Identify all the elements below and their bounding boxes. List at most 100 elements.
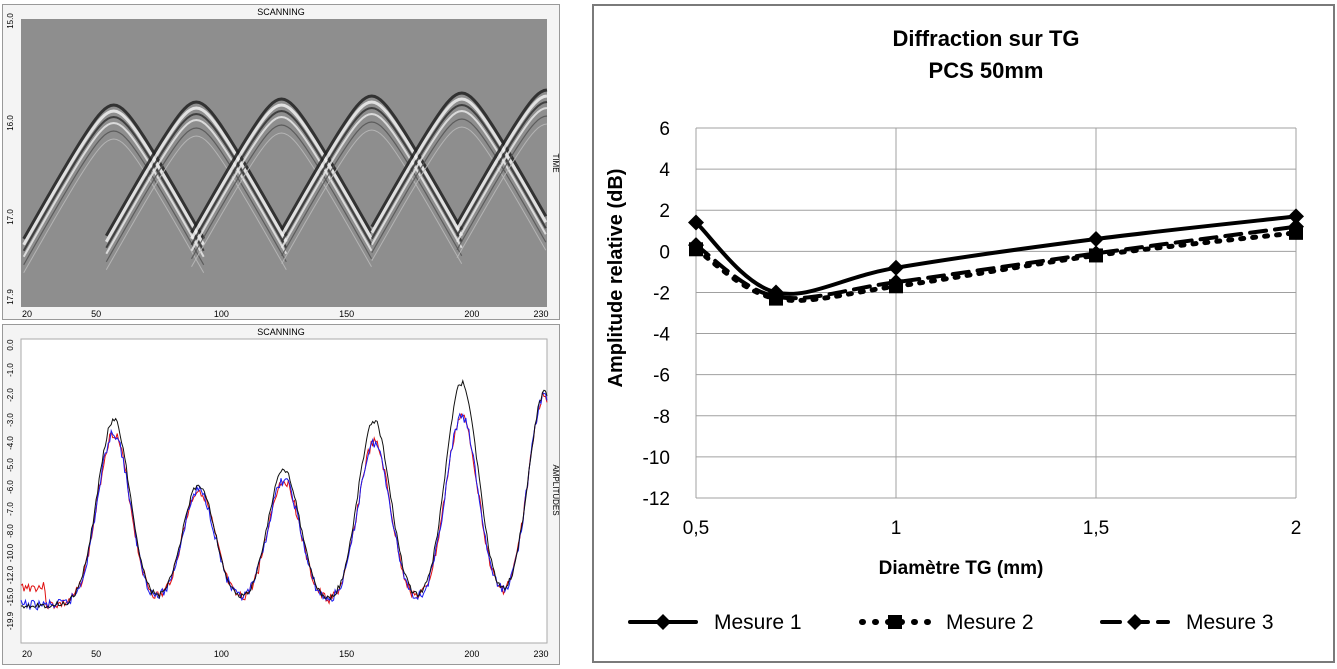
- bscan-hyperbola: [22, 103, 206, 240]
- bscan-hyperbola: [280, 112, 463, 249]
- series-line-3: [694, 224, 1298, 301]
- bscan-hyperbolas: [22, 88, 548, 274]
- amplitude-x-tick: 230: [533, 649, 548, 659]
- x-tick-label: 1,5: [1083, 518, 1109, 539]
- y-tick-label: -4: [653, 325, 670, 346]
- legend-label-1: Mesure 1: [714, 611, 802, 634]
- bscan-hyperbola: [104, 106, 288, 243]
- amplitude-x-tick: 20: [22, 649, 32, 659]
- bscan-hyperbola: [370, 103, 547, 240]
- bscan-hyperbola: [22, 115, 205, 252]
- amplitude-y-tick: -19.9: [6, 611, 15, 630]
- bscan-hyperbola: [105, 118, 288, 255]
- bscan-hyperbola: [456, 101, 548, 237]
- bscan-y-axis: 15.0 16.0 17.0 17.9: [6, 13, 15, 305]
- bscan-x-tick: 200: [464, 309, 479, 319]
- amplitude-y-tick: -7.0: [6, 502, 15, 516]
- y-tick-label: -12: [643, 489, 670, 510]
- bscan-y-tick: 17.9: [6, 289, 15, 305]
- bscan-hyperbola: [455, 88, 548, 225]
- bscan-hyperbola: [23, 130, 205, 266]
- chart-legend: Mesure 1 Mesure 2 Mesure 3: [628, 611, 1274, 634]
- chart-y-ticks: 6 4 2 0 -2 -4 -6 -8 -10 -12: [643, 119, 671, 510]
- y-tick-label: 4: [659, 160, 670, 181]
- bscan-x-axis: 20 50 100 150 200 230: [22, 309, 549, 319]
- amplitude-panel: SCANNING 0.0 -1.0 -2.0 -3.0 -4.0 -5.0 -6.0 -7.0…: [2, 324, 560, 665]
- bscan-hyperbola: [280, 94, 464, 231]
- y-tick-label: 2: [659, 201, 670, 222]
- amplitude-traces: [20, 379, 548, 611]
- chart-y-label: Amplitude relative (dB): [605, 169, 627, 388]
- amplitude-x-tick: 50: [91, 649, 101, 659]
- bscan-hyperbola: [105, 135, 287, 271]
- bscan-hyperbola: [23, 138, 205, 274]
- bscan-x-tick: 50: [91, 309, 101, 319]
- series-point-3: [888, 274, 904, 291]
- amplitude-y-tick: -1.0: [6, 363, 15, 377]
- series-point-1: [1288, 208, 1304, 225]
- bscan-hyperbola: [281, 129, 463, 265]
- amplitude-y-tick: -12.0: [6, 565, 15, 584]
- series-point-3: [768, 288, 784, 305]
- bscan-hyperbola: [190, 115, 373, 252]
- bscan-hyperbola: [105, 112, 288, 249]
- series-point-3: [1088, 245, 1104, 262]
- bscan-x-tick: 100: [214, 309, 229, 319]
- series-point-3: [688, 237, 704, 254]
- diffraction-chart: Diffraction sur TG PCS 50mm 6 4 2 0 -2 -4 -6 -8…: [592, 4, 1335, 663]
- y-tick-label: 6: [659, 119, 670, 140]
- amplitude-y-tick: -3.0: [6, 413, 15, 427]
- amplitude-y-tick: -8.0: [6, 524, 15, 538]
- amplitude-x-tick: 200: [464, 649, 479, 659]
- series-line-1: [694, 214, 1298, 296]
- bscan-hyperbola: [371, 126, 547, 262]
- legend-marker-2: [888, 615, 902, 629]
- bscan-x-tick: 230: [533, 309, 548, 319]
- y-tick-label: -10: [643, 448, 670, 469]
- amplitude-side-label: AMPLITUDES: [551, 464, 559, 515]
- bscan-hyperbola: [190, 109, 373, 246]
- legend-label-2: Mesure 2: [946, 611, 1034, 634]
- amplitude-y-tick: -5.0: [6, 458, 15, 472]
- bscan-side-label: TIME: [551, 153, 559, 172]
- chart-series: [688, 208, 1304, 306]
- bscan-x-tick: 20: [22, 309, 32, 319]
- bscan-title: SCANNING: [257, 7, 305, 17]
- bscan-hyperbola: [455, 94, 548, 231]
- bscan-hyperbola: [280, 100, 464, 237]
- bscan-y-tick: 17.0: [6, 209, 15, 225]
- bscan-y-tick: 15.0: [6, 13, 15, 29]
- y-tick-label: 0: [659, 242, 670, 263]
- chart-x-label: Diamètre TG (mm): [879, 558, 1044, 579]
- series-line-2: [693, 230, 1299, 303]
- x-tick-label: 1: [891, 518, 902, 539]
- bscan-x-tick: 150: [339, 309, 354, 319]
- series-point-1: [888, 259, 904, 276]
- bscan-hyperbola: [456, 123, 548, 259]
- bscan-hyperbola: [280, 106, 463, 243]
- bscan-hyperbola: [370, 109, 547, 246]
- amplitude-x-tick: 100: [214, 649, 229, 659]
- y-tick-label: -8: [653, 407, 670, 428]
- bscan-hyperbola: [370, 97, 548, 234]
- amplitude-title: SCANNING: [257, 327, 305, 337]
- bscan-hyperbola: [190, 103, 373, 240]
- amplitude-y-tick: -2.0: [6, 388, 15, 402]
- legend-marker-1: [655, 614, 671, 630]
- amplitude-x-axis: 20 50 100 150 200 230: [22, 649, 549, 659]
- bscan-hyperbola: [105, 127, 287, 263]
- amplitude-y-tick: -4.0: [6, 436, 15, 450]
- amplitude-trace-blue: [20, 391, 548, 611]
- series-point-3: [1288, 218, 1304, 235]
- bscan-hyperbola: [371, 118, 547, 254]
- bscan-y-tick: 16.0: [6, 115, 15, 131]
- series-point-1: [688, 214, 704, 231]
- amplitude-y-axis: 0.0 -1.0 -2.0 -3.0 -4.0 -5.0 -6.0 -7.0 -8.0 -10.0…: [6, 339, 15, 630]
- amplitude-y-tick: 0.0: [6, 339, 15, 351]
- bscan-hyperbola: [190, 124, 373, 260]
- amplitude-y-tick: -10.0: [6, 543, 15, 562]
- x-tick-label: 0,5: [683, 518, 709, 539]
- bscan-hyperbola: [22, 121, 205, 258]
- chart-subtitle: PCS 50mm: [929, 58, 1044, 83]
- legend-marker-3: [1127, 614, 1143, 630]
